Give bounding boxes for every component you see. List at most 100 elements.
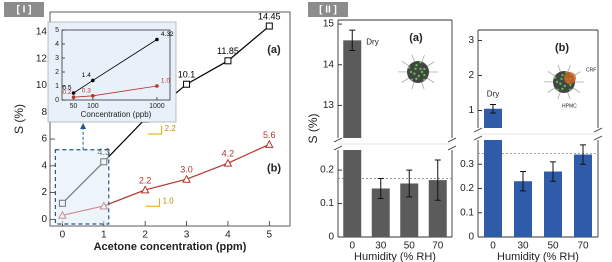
x-tick-label: 70	[577, 241, 589, 252]
y-tick-label: 0.1	[460, 207, 474, 218]
marker	[140, 185, 150, 194]
x-tick-label: 5	[267, 230, 273, 241]
marker	[91, 78, 95, 83]
bar	[544, 171, 562, 237]
axis-break	[593, 135, 603, 141]
y-axis-label: S (%)	[12, 104, 26, 134]
marker	[71, 95, 76, 99]
axis-break	[447, 145, 457, 151]
axis-break	[593, 127, 603, 133]
panel-label-box	[308, 2, 348, 17]
marker	[182, 174, 191, 183]
slope-label: 1.0	[163, 196, 175, 205]
y-tick-label: 8	[41, 107, 47, 118]
y-tick-label: 14	[323, 59, 335, 70]
y-tick-label: 4	[55, 41, 59, 48]
x-tick-label: 1	[101, 230, 107, 241]
icon-dot	[410, 78, 413, 81]
y-tick-label: 3	[468, 35, 474, 46]
icon-dot	[419, 67, 422, 71]
icon-dot	[553, 76, 557, 79]
bar	[428, 180, 447, 237]
x-tick-label: 70	[432, 241, 444, 252]
icon-shell	[564, 72, 576, 84]
slope-triangle	[145, 198, 161, 207]
y-tick-label: 0.1	[320, 198, 334, 209]
icon-dot	[420, 70, 424, 74]
axis-break	[473, 135, 483, 141]
error-bar	[580, 144, 586, 165]
y-tick-label: 12	[36, 53, 48, 64]
x-tick-label: 100	[87, 103, 99, 110]
zoom-arrowhead	[80, 123, 87, 129]
y-tick-label: 2	[41, 187, 47, 198]
x-tick-label: 3	[184, 230, 190, 241]
y-tick-label: 1	[468, 105, 474, 116]
icon-dot	[559, 82, 562, 85]
y-tick-label: 14	[36, 27, 48, 38]
icon-dot	[417, 74, 421, 78]
panel-title: (b)	[555, 42, 569, 54]
icon-dot	[423, 67, 426, 71]
marker	[183, 80, 191, 88]
value-label: 14.45	[258, 11, 281, 21]
error-bar	[406, 169, 413, 198]
x-tick-label: 2	[142, 230, 148, 241]
error-bar	[550, 161, 556, 182]
y-tick-label: 2	[55, 69, 59, 76]
y-tick-label: 4	[41, 160, 47, 171]
series-label: (a)	[267, 44, 281, 56]
y-axis-label: S (%)	[306, 113, 320, 143]
bar	[343, 150, 362, 237]
y-tick-label: 0	[55, 97, 59, 104]
icon-label: HPMC	[562, 103, 577, 109]
icon-dot	[555, 80, 559, 84]
icon-label: CRF	[586, 67, 596, 73]
marker	[264, 139, 274, 148]
bar	[371, 188, 390, 237]
y-tick-label: 13	[323, 100, 335, 111]
series-label: (b)	[267, 162, 281, 174]
x-tick-label: 30	[517, 241, 529, 252]
y-tick-label: 5	[55, 27, 59, 34]
zoom-box	[54, 149, 110, 225]
error-bar	[434, 159, 441, 201]
value-label: 3.0	[180, 165, 193, 175]
y-tick-label: 0	[468, 232, 474, 243]
marker	[91, 94, 95, 98]
y-tick-label: 0	[328, 232, 334, 243]
icon-dot	[414, 67, 417, 71]
x-tick-label: 50	[70, 103, 78, 110]
icon-dot	[423, 73, 426, 77]
inset-background	[47, 21, 177, 123]
icon-dot	[556, 88, 559, 91]
value-label: 0.3	[82, 88, 91, 95]
bar	[484, 140, 502, 237]
x-tick-label: 50	[547, 241, 559, 252]
bar	[343, 40, 362, 138]
marker	[155, 84, 159, 88]
x-tick-label: 50	[404, 241, 416, 252]
icon-dot	[413, 72, 416, 75]
y-tick-label: 0.2	[320, 165, 334, 176]
icon-dot	[407, 66, 411, 69]
bar	[400, 183, 419, 237]
icon-dot	[563, 84, 567, 88]
marker	[224, 57, 232, 65]
value-label: 11.85	[217, 46, 239, 56]
icon-dot	[560, 77, 563, 81]
icon-dot	[419, 61, 422, 64]
value-label: 5.6	[263, 130, 276, 140]
x-tick-label: 4	[225, 230, 231, 241]
panel-label-box	[4, 2, 44, 17]
panel-label: [ II ]	[319, 5, 337, 16]
slope-label: 2.2	[165, 124, 177, 133]
axis-break	[333, 137, 343, 143]
x-tick-label: 30	[375, 241, 387, 252]
error-bar	[490, 104, 496, 114]
y-tick-label: 6	[41, 134, 47, 145]
icon-dot	[561, 87, 564, 91]
y-tick-label: 0.3	[460, 159, 474, 170]
value-label: 1.4	[82, 72, 91, 79]
